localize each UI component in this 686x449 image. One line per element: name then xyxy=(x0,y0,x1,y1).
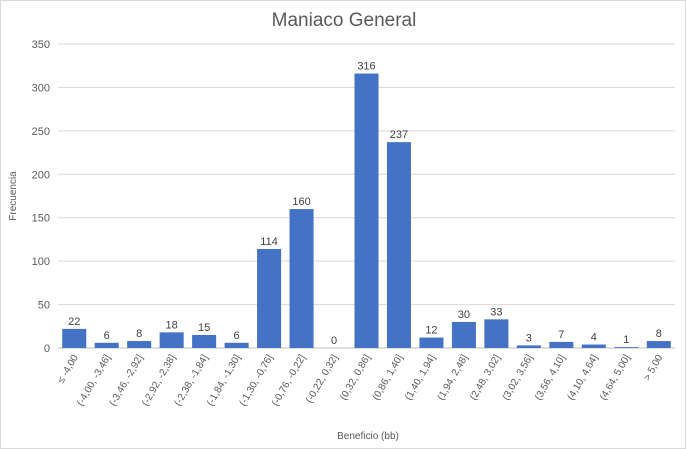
y-tick-label: 50 xyxy=(38,300,50,312)
y-tick-label: 100 xyxy=(32,256,50,268)
x-tick-label: (1,40, 1,94] xyxy=(403,353,438,403)
data-label: 8 xyxy=(136,328,142,340)
bar xyxy=(354,73,379,348)
data-label: 316 xyxy=(357,61,375,73)
data-label: 1 xyxy=(623,334,629,346)
data-label: 3 xyxy=(526,332,532,344)
bar xyxy=(257,248,282,348)
y-axis-title: Frecuencia xyxy=(8,171,19,221)
data-label: 7 xyxy=(558,329,564,341)
bar xyxy=(646,341,671,348)
data-label: 4 xyxy=(591,332,597,344)
y-tick-label: 350 xyxy=(32,39,50,51)
data-label: 22 xyxy=(68,316,80,328)
chart-title: Maniaco General xyxy=(272,10,417,31)
data-label: 18 xyxy=(166,319,178,331)
data-label: 15 xyxy=(198,322,210,334)
x-tick-label: (-4,00, -3,46] xyxy=(75,353,113,408)
y-axis-ticks: 0 50 100 150 200 250 300 350 xyxy=(32,39,50,355)
bar xyxy=(62,328,87,348)
data-label: 114 xyxy=(260,236,278,248)
y-tick-label: 300 xyxy=(32,82,50,94)
x-tick-label: > 5,00 xyxy=(642,353,666,383)
bars xyxy=(62,73,671,348)
x-axis-ticks: ≤ -4,00(-4,00, -3,46](-3,46, -2,92](-2,9… xyxy=(56,353,666,408)
bar xyxy=(224,342,249,348)
y-tick-label: 200 xyxy=(32,169,50,181)
bar xyxy=(516,345,541,348)
x-tick-label: (-2,92, -2,38] xyxy=(140,353,178,408)
bar xyxy=(419,337,444,348)
data-label: 12 xyxy=(425,325,437,337)
x-tick-label: (3,56, 4,10] xyxy=(533,353,568,403)
data-label: 33 xyxy=(490,306,502,318)
y-tick-label: 0 xyxy=(44,343,50,355)
bar xyxy=(386,142,411,348)
x-tick-label: (4,10, 4,64] xyxy=(566,353,601,403)
bar xyxy=(159,332,184,348)
x-tick-label: (-1,84, -1,30] xyxy=(205,353,243,408)
x-tick-label: (0,86, 1,40] xyxy=(371,353,406,403)
y-tick-label: 250 xyxy=(32,126,50,138)
data-label: 0 xyxy=(331,335,337,347)
data-label: 8 xyxy=(656,328,662,340)
data-label: 237 xyxy=(390,129,408,141)
y-tick-label: 150 xyxy=(32,213,50,225)
data-label: 6 xyxy=(234,330,240,342)
bar xyxy=(94,342,119,348)
x-tick-label: (-3,46, -2,92] xyxy=(108,353,146,408)
bar xyxy=(451,321,476,348)
bar xyxy=(289,209,314,348)
bar xyxy=(127,341,152,348)
bar xyxy=(549,341,574,348)
x-axis-title: Beneficio (bb) xyxy=(337,431,399,442)
x-tick-label: (-0,22, 0,32] xyxy=(304,353,341,405)
x-tick-label: (4,64, 5,00] xyxy=(598,353,633,403)
x-tick-label: (2,48, 3,02] xyxy=(468,353,503,403)
bar xyxy=(581,344,606,348)
x-tick-label: (-0,76, -0,22] xyxy=(270,353,308,408)
data-label: 160 xyxy=(292,196,310,208)
x-tick-label: (1,94, 2,48] xyxy=(436,353,471,403)
x-tick-label: ≤ -4,00 xyxy=(56,353,81,386)
data-label: 6 xyxy=(104,330,110,342)
x-tick-label: (-1,30, -0,76] xyxy=(238,353,276,408)
bar xyxy=(192,334,217,348)
bar xyxy=(484,319,509,348)
bar xyxy=(614,347,639,348)
x-tick-label: (0,32, 0,86] xyxy=(338,353,373,403)
x-tick-label: (-2,38, -1,84] xyxy=(173,353,211,408)
x-tick-label: (3,02, 3,56] xyxy=(501,353,536,403)
data-label: 30 xyxy=(458,309,470,321)
